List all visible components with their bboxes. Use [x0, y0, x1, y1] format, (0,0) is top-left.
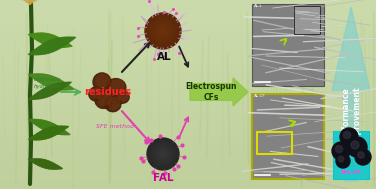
- Circle shape: [159, 150, 167, 158]
- Circle shape: [162, 153, 164, 155]
- Text: Electrospun
CFs: Electrospun CFs: [186, 82, 237, 102]
- Circle shape: [340, 128, 358, 146]
- Circle shape: [358, 152, 364, 158]
- Circle shape: [149, 17, 177, 45]
- Polygon shape: [190, 78, 248, 106]
- Circle shape: [150, 18, 176, 44]
- Bar: [333, 131, 369, 179]
- Circle shape: [162, 30, 164, 32]
- Ellipse shape: [115, 91, 129, 103]
- Circle shape: [146, 14, 180, 48]
- Circle shape: [156, 147, 170, 161]
- Circle shape: [147, 15, 179, 47]
- Circle shape: [155, 23, 171, 39]
- Circle shape: [347, 137, 367, 157]
- Circle shape: [150, 141, 176, 167]
- Ellipse shape: [97, 74, 109, 88]
- Ellipse shape: [118, 91, 128, 101]
- Circle shape: [161, 29, 165, 33]
- Ellipse shape: [110, 80, 124, 92]
- Circle shape: [355, 149, 371, 165]
- Circle shape: [335, 145, 343, 153]
- Ellipse shape: [106, 79, 126, 95]
- Bar: [252, 94, 324, 179]
- Circle shape: [158, 26, 168, 36]
- Text: AL-L: AL-L: [254, 4, 263, 8]
- Ellipse shape: [89, 87, 103, 101]
- Text: enzymatic
hydrolysis: enzymatic hydrolysis: [33, 77, 61, 89]
- Circle shape: [336, 154, 350, 168]
- Text: AL: AL: [157, 52, 171, 62]
- Circle shape: [157, 148, 169, 160]
- Circle shape: [343, 131, 350, 139]
- Ellipse shape: [99, 93, 112, 105]
- Circle shape: [152, 143, 174, 165]
- Circle shape: [155, 146, 171, 162]
- Circle shape: [157, 25, 169, 37]
- Circle shape: [158, 149, 168, 159]
- Circle shape: [151, 142, 175, 166]
- Polygon shape: [332, 7, 370, 181]
- Circle shape: [154, 145, 172, 163]
- Text: residues: residues: [85, 87, 132, 97]
- Circle shape: [161, 152, 165, 156]
- Circle shape: [159, 27, 167, 35]
- Circle shape: [153, 144, 173, 164]
- Circle shape: [153, 21, 173, 41]
- Circle shape: [148, 139, 178, 169]
- Bar: [257, 132, 292, 154]
- Circle shape: [152, 20, 174, 42]
- Bar: [252, 4, 324, 86]
- Text: FAL-CF: FAL-CF: [341, 170, 361, 176]
- Bar: [294, 6, 320, 34]
- Circle shape: [156, 24, 170, 38]
- Ellipse shape: [95, 91, 113, 108]
- Circle shape: [160, 151, 166, 157]
- Text: FAL: FAL: [153, 173, 173, 183]
- Text: AL-CF: AL-CF: [254, 94, 266, 98]
- Ellipse shape: [93, 73, 111, 91]
- Ellipse shape: [108, 98, 120, 108]
- Circle shape: [332, 142, 350, 160]
- Circle shape: [338, 156, 344, 162]
- Text: SFE method: SFE method: [96, 123, 134, 129]
- Circle shape: [147, 138, 179, 170]
- Circle shape: [154, 22, 172, 40]
- Ellipse shape: [105, 96, 121, 112]
- Circle shape: [151, 19, 175, 43]
- Circle shape: [148, 16, 178, 46]
- Circle shape: [160, 28, 166, 34]
- Text: Performance
improvement: Performance improvement: [341, 86, 361, 144]
- Circle shape: [149, 140, 177, 168]
- Ellipse shape: [92, 88, 102, 98]
- Circle shape: [351, 141, 359, 149]
- Circle shape: [145, 13, 181, 49]
